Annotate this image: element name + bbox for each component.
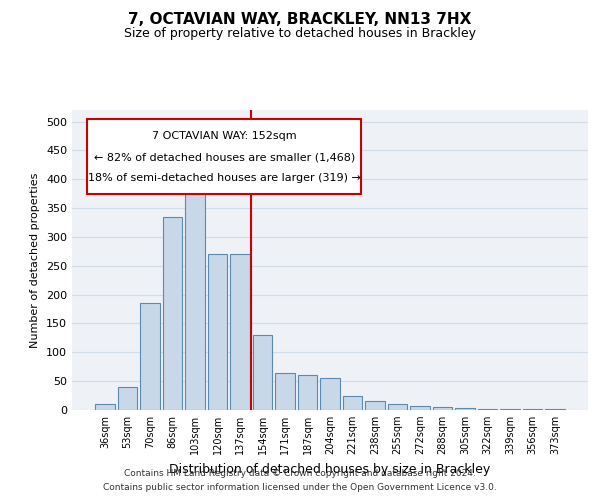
Bar xyxy=(478,409,497,410)
Bar xyxy=(253,335,272,410)
Bar xyxy=(388,404,407,410)
FancyBboxPatch shape xyxy=(88,119,361,194)
Bar xyxy=(298,376,317,410)
Text: 18% of semi-detached houses are larger (319) →: 18% of semi-detached houses are larger (… xyxy=(88,173,361,183)
Bar xyxy=(343,396,362,410)
Bar xyxy=(365,402,385,410)
Bar xyxy=(320,378,340,410)
Bar xyxy=(118,387,137,410)
Bar xyxy=(455,408,475,410)
Bar xyxy=(275,372,295,410)
X-axis label: Distribution of detached houses by size in Brackley: Distribution of detached houses by size … xyxy=(169,462,491,475)
Bar xyxy=(208,254,227,410)
Text: ← 82% of detached houses are smaller (1,468): ← 82% of detached houses are smaller (1,… xyxy=(94,152,355,162)
Text: 7, OCTAVIAN WAY, BRACKLEY, NN13 7HX: 7, OCTAVIAN WAY, BRACKLEY, NN13 7HX xyxy=(128,12,472,28)
Y-axis label: Number of detached properties: Number of detached properties xyxy=(31,172,40,348)
Bar xyxy=(433,407,452,410)
Text: 7 OCTAVIAN WAY: 152sqm: 7 OCTAVIAN WAY: 152sqm xyxy=(152,131,296,141)
Bar xyxy=(410,406,430,410)
Bar xyxy=(230,254,250,410)
Bar xyxy=(163,216,182,410)
Bar xyxy=(545,409,565,410)
Bar xyxy=(140,304,160,410)
Text: Contains public sector information licensed under the Open Government Licence v3: Contains public sector information licen… xyxy=(103,484,497,492)
Bar xyxy=(95,404,115,410)
Text: Size of property relative to detached houses in Brackley: Size of property relative to detached ho… xyxy=(124,28,476,40)
Text: Contains HM Land Registry data © Crown copyright and database right 2024.: Contains HM Land Registry data © Crown c… xyxy=(124,468,476,477)
Bar xyxy=(185,179,205,410)
